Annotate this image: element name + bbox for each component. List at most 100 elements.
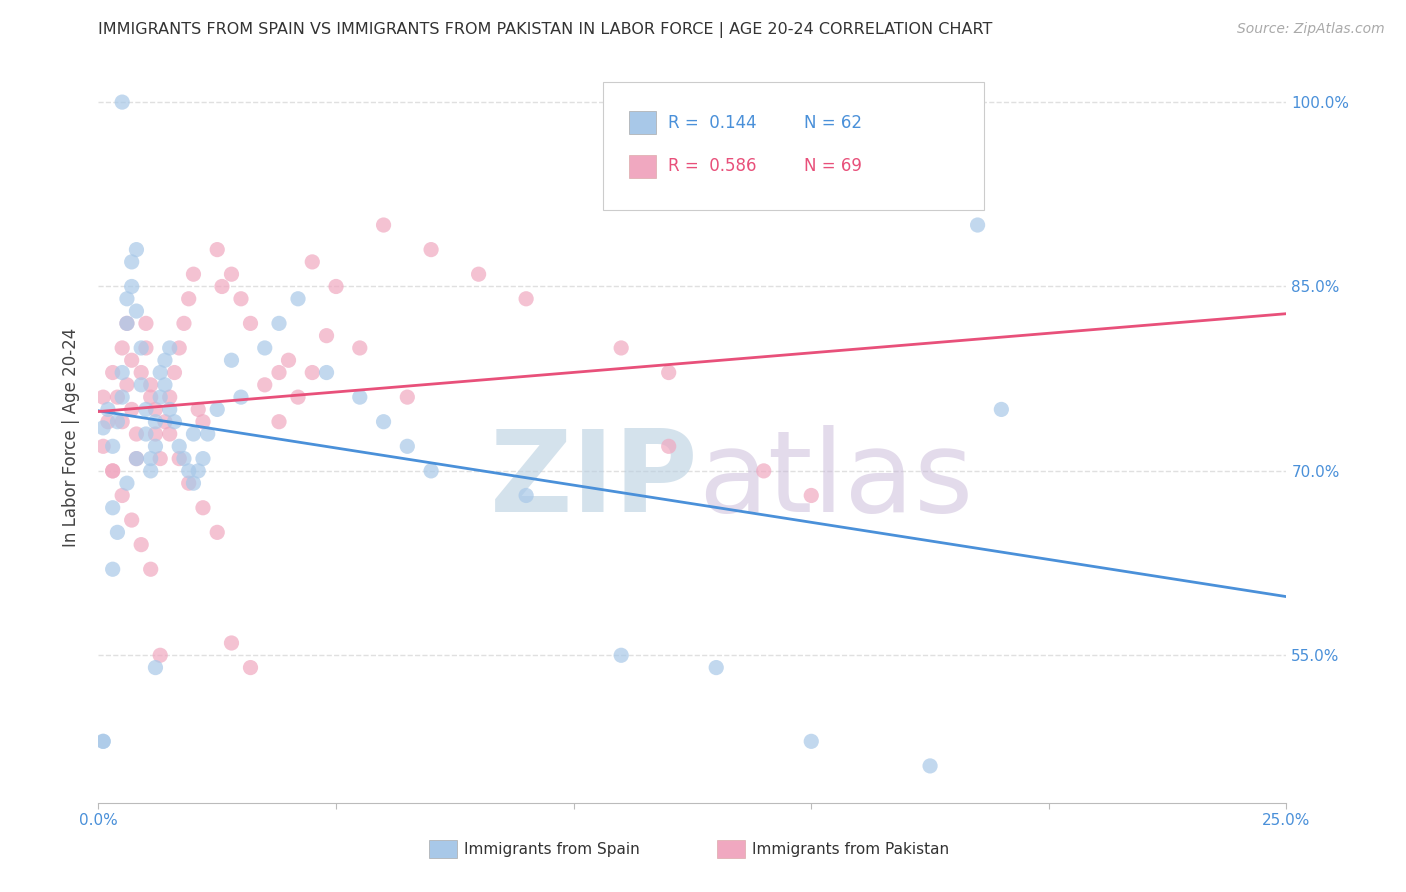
- Point: [163, 415, 186, 429]
- Point: [239, 317, 262, 331]
- Point: [135, 402, 157, 417]
- Point: [135, 427, 157, 442]
- Point: [129, 538, 152, 552]
- Point: [129, 366, 152, 380]
- Point: [115, 292, 138, 306]
- Point: [115, 476, 138, 491]
- Point: [373, 415, 395, 429]
- Point: [107, 390, 129, 404]
- Point: [115, 317, 138, 331]
- Point: [211, 279, 233, 293]
- Point: [149, 451, 172, 466]
- FancyBboxPatch shape: [630, 154, 655, 178]
- Point: [139, 451, 162, 466]
- Point: [396, 439, 419, 453]
- Point: [221, 636, 243, 650]
- Text: Immigrants from Pakistan: Immigrants from Pakistan: [752, 842, 949, 856]
- Point: [91, 734, 114, 748]
- Point: [207, 525, 229, 540]
- Point: [101, 439, 124, 453]
- Point: [159, 402, 181, 417]
- Point: [121, 353, 143, 368]
- Point: [239, 660, 262, 674]
- Point: [177, 476, 200, 491]
- Point: [267, 366, 290, 380]
- Point: [145, 402, 167, 417]
- Point: [149, 648, 172, 663]
- Point: [121, 513, 143, 527]
- Point: [920, 759, 942, 773]
- Point: [135, 341, 157, 355]
- Point: [111, 95, 134, 109]
- Point: [153, 415, 176, 429]
- Point: [173, 317, 195, 331]
- Point: [121, 402, 143, 417]
- Text: Immigrants from Spain: Immigrants from Spain: [464, 842, 640, 856]
- FancyBboxPatch shape: [603, 82, 984, 211]
- Point: [159, 390, 181, 404]
- Point: [315, 328, 337, 343]
- Point: [129, 377, 152, 392]
- Point: [183, 427, 205, 442]
- Text: atlas: atlas: [699, 425, 973, 536]
- Point: [97, 402, 120, 417]
- Point: [301, 366, 323, 380]
- Point: [267, 317, 290, 331]
- Point: [191, 451, 214, 466]
- Point: [287, 390, 309, 404]
- Point: [111, 415, 134, 429]
- Text: ZIP: ZIP: [489, 425, 699, 536]
- Point: [207, 243, 229, 257]
- Point: [187, 464, 209, 478]
- Point: [153, 353, 176, 368]
- Point: [153, 377, 176, 392]
- Point: [91, 734, 114, 748]
- Point: [149, 366, 172, 380]
- Point: [167, 439, 190, 453]
- Point: [658, 439, 681, 453]
- Point: [111, 341, 134, 355]
- Point: [752, 464, 775, 478]
- Point: [287, 292, 309, 306]
- Point: [420, 464, 443, 478]
- Point: [191, 500, 214, 515]
- Point: [139, 377, 162, 392]
- Point: [107, 415, 129, 429]
- Point: [91, 390, 114, 404]
- Point: [207, 402, 229, 417]
- Point: [139, 464, 162, 478]
- Point: [420, 243, 443, 257]
- Point: [121, 255, 143, 269]
- Text: IMMIGRANTS FROM SPAIN VS IMMIGRANTS FROM PAKISTAN IN LABOR FORCE | AGE 20-24 COR: IMMIGRANTS FROM SPAIN VS IMMIGRANTS FROM…: [98, 22, 993, 38]
- Point: [91, 439, 114, 453]
- Point: [197, 427, 219, 442]
- Point: [111, 390, 134, 404]
- Point: [610, 341, 633, 355]
- Point: [349, 341, 371, 355]
- Point: [187, 402, 209, 417]
- Point: [101, 464, 124, 478]
- FancyBboxPatch shape: [630, 111, 655, 135]
- Point: [101, 366, 124, 380]
- Point: [515, 292, 537, 306]
- Point: [610, 648, 633, 663]
- Point: [149, 390, 172, 404]
- Point: [267, 415, 290, 429]
- Point: [115, 377, 138, 392]
- Point: [467, 267, 489, 281]
- Text: R =  0.144: R = 0.144: [668, 113, 756, 131]
- Point: [159, 341, 181, 355]
- Text: R =  0.586: R = 0.586: [668, 158, 756, 176]
- Point: [107, 525, 129, 540]
- Point: [277, 353, 299, 368]
- Point: [125, 451, 148, 466]
- Point: [800, 734, 823, 748]
- Point: [191, 415, 214, 429]
- Point: [221, 267, 243, 281]
- Point: [129, 341, 152, 355]
- Point: [301, 255, 323, 269]
- Point: [101, 562, 124, 576]
- Point: [139, 562, 162, 576]
- Point: [229, 292, 252, 306]
- Point: [91, 421, 114, 435]
